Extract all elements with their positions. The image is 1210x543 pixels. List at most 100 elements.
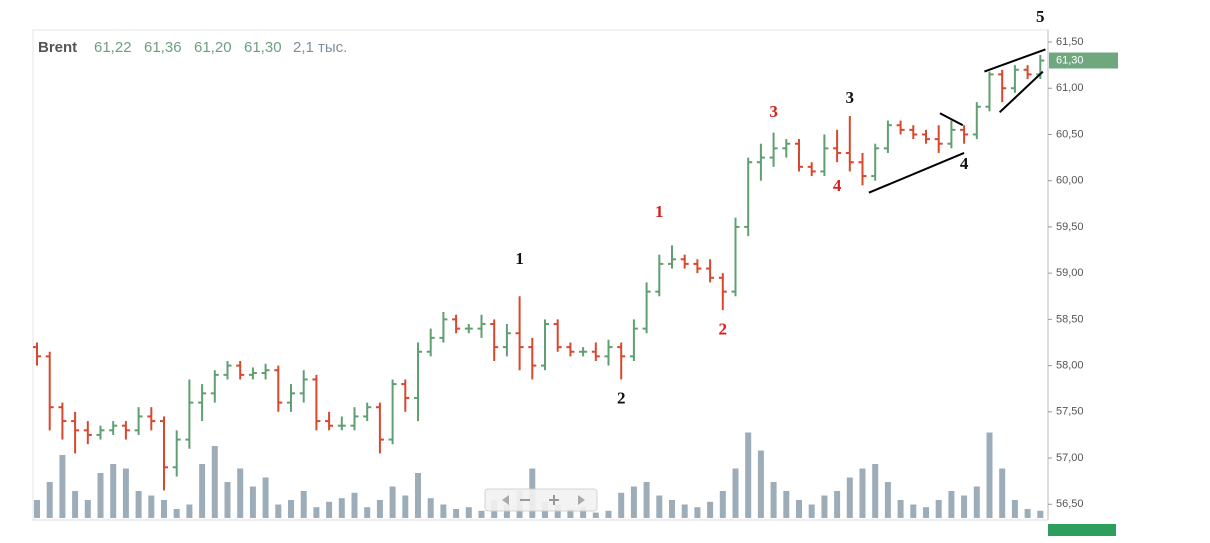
volume-bar — [719, 491, 726, 518]
nav-left[interactable] — [502, 495, 509, 505]
y-tick-label: 57,50 — [1056, 406, 1084, 418]
volume-bar — [465, 507, 472, 518]
volume-bar — [148, 495, 155, 518]
volume-bar — [884, 482, 891, 518]
volume-bar — [630, 486, 637, 518]
last-price-label: 61,30 — [1056, 54, 1084, 66]
low: 61,20 — [194, 39, 232, 56]
y-tick-label: 59,50 — [1056, 221, 1084, 233]
volume-bar — [821, 495, 828, 518]
volume-bar — [1024, 509, 1031, 518]
y-tick-label: 60,00 — [1056, 175, 1084, 187]
volume-bar — [453, 509, 460, 518]
symbol: Brent — [38, 39, 77, 56]
volume-bar — [872, 464, 879, 518]
volume-total: 2,1 тыс. — [293, 39, 347, 56]
volume-bar — [770, 482, 777, 518]
close: 61,30 — [244, 39, 282, 56]
volume-bar — [402, 495, 409, 518]
wave-label: 4 — [833, 176, 842, 195]
volume-bar — [681, 504, 688, 518]
trend-line — [998, 70, 1044, 114]
volume-bar — [288, 500, 294, 518]
last-price-box — [1049, 52, 1118, 69]
volume-bar — [376, 500, 383, 518]
volume-bar — [567, 509, 574, 518]
volume-bar — [427, 498, 434, 518]
y-tick-label: 56,50 — [1056, 498, 1084, 510]
volume-bar — [707, 501, 714, 518]
volume-bar — [59, 455, 66, 518]
volume-bar — [199, 464, 206, 518]
volume-bar — [1037, 510, 1044, 518]
volume-bar — [110, 464, 117, 518]
volume-bar — [605, 510, 612, 518]
volume-bar — [389, 486, 396, 518]
wave-label: 2 — [617, 389, 626, 408]
y-tick-label: 58,50 — [1056, 313, 1084, 325]
nav-box — [484, 488, 598, 512]
volume-bar — [961, 495, 968, 518]
volume-bar — [859, 468, 866, 518]
wave-label: 2 — [719, 319, 728, 338]
wave-label: 1 — [515, 249, 524, 268]
volume-bar — [694, 507, 701, 518]
wave-label: 3 — [846, 88, 855, 107]
volume-bar — [351, 492, 358, 518]
y-tick-label: 59,00 — [1056, 267, 1084, 279]
plot-frame — [32, 29, 1049, 521]
volume-bar — [808, 504, 815, 518]
wave-label: 1 — [655, 202, 664, 221]
volume-bar — [161, 500, 167, 518]
volume-bar — [275, 504, 282, 518]
time-marker — [1048, 524, 1116, 536]
volume-bar — [122, 468, 129, 518]
volume-bar — [986, 432, 993, 518]
volume-bar — [796, 500, 802, 518]
volume-bar — [732, 468, 739, 518]
volume-bar — [211, 446, 218, 518]
nav-zoom-in[interactable] — [549, 495, 559, 505]
y-tick-label: 61,50 — [1056, 36, 1084, 48]
trend-line — [984, 48, 1046, 73]
volume-bar — [478, 510, 485, 518]
volume-bar — [1011, 500, 1018, 518]
volume-bar — [262, 477, 269, 518]
volume-bar — [84, 500, 91, 518]
volume-bar — [923, 507, 929, 518]
volume-bar — [618, 492, 625, 518]
wave-label: 4 — [960, 154, 969, 173]
volume-bar — [34, 500, 40, 518]
y-tick-label: 60,50 — [1056, 128, 1084, 140]
volume-bar — [580, 507, 587, 518]
volume-bar — [910, 504, 917, 518]
volume-bar — [592, 512, 599, 518]
high: 61,36 — [144, 39, 182, 56]
volume-bar — [643, 482, 650, 518]
nav-right[interactable] — [578, 495, 585, 505]
volume-bar — [224, 482, 231, 518]
volume-bar — [757, 450, 764, 518]
volume-bar — [338, 498, 345, 518]
volume-bar — [237, 468, 244, 518]
volume-bar — [173, 509, 180, 518]
volume-bar — [97, 473, 104, 518]
volume-bar — [313, 507, 320, 518]
volume-bar — [973, 486, 980, 518]
y-tick-label: 57,00 — [1056, 452, 1084, 464]
volume-bar — [300, 491, 307, 518]
open: 61,22 — [94, 39, 132, 56]
volume-bar — [656, 495, 663, 518]
volume-bar — [326, 501, 333, 518]
volume-bar — [669, 500, 675, 518]
nav-zoom-out[interactable] — [520, 499, 530, 501]
volume-bar — [249, 486, 256, 518]
volume-bar — [72, 491, 79, 518]
volume-bar — [834, 491, 841, 518]
volume-bar — [186, 504, 193, 518]
volume-bar — [364, 507, 371, 518]
volume-bar — [46, 482, 53, 518]
trend-line — [868, 152, 965, 194]
